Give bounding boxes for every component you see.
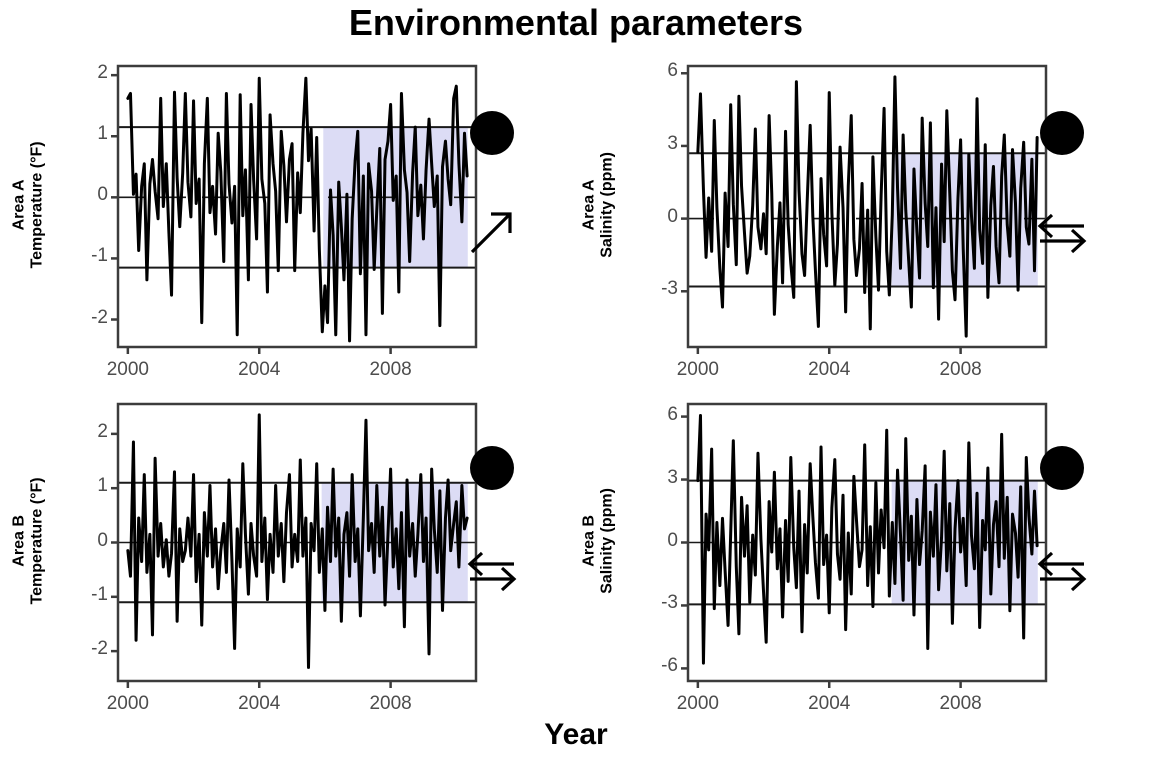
y-tick-label: 0 [97,529,108,551]
y-tick-label: 2 [97,420,108,442]
x-tick-label: 2008 [939,693,982,714]
left-right-double-arrow-icon [1034,542,1090,598]
y-tick-label: 0 [667,529,678,551]
series-line [126,413,469,669]
y-tick-label: 1 [97,123,108,145]
panel-frame [686,64,1048,349]
y-axis-label-line1: Area B [580,514,598,567]
filled-circle-marker-icon [470,446,514,490]
y-tick-label: -2 [91,638,108,660]
filled-circle-marker-icon [1040,446,1084,490]
series-line [126,76,469,343]
panel-frame [116,64,478,349]
y-tick-label: 6 [667,60,678,82]
x-tick-label: 2004 [238,359,281,380]
left-right-double-arrow-icon [464,542,520,598]
x-axis-title: Year [544,718,608,751]
x-tick-label: 2004 [808,359,851,380]
x-tick-label: 2008 [369,693,412,714]
left-right-double-arrow-icon [1034,204,1090,260]
x-tick-label: 2004 [238,693,281,714]
filled-circle-marker-icon [470,111,514,155]
filled-circle-marker-icon [1040,111,1084,155]
y-tick-label: -2 [91,306,108,328]
x-tick-label: 2000 [676,693,719,714]
x-tick-label: 2000 [106,693,149,714]
y-tick-label: 3 [667,132,678,154]
y-tick-label: 0 [97,184,108,206]
y-tick-label: -1 [91,245,108,267]
y-axis-label: Area B Salinity (ppm) [580,387,616,694]
y-tick-label: 6 [667,403,678,425]
y-axis-label-line2: Salinity (ppm) [598,487,615,594]
y-tick-label: -3 [661,278,678,300]
figure-title: Environmental parameters [348,2,804,43]
y-tick-label: 2 [97,62,108,84]
series-line [696,414,1039,665]
y-tick-label: 0 [667,205,678,227]
y-tick-label: -6 [661,655,678,677]
x-tick-label: 2000 [676,359,719,380]
diagonal-up-right-arrow-icon [464,204,520,260]
x-tick-label: 2008 [369,359,412,380]
y-tick-label: 1 [97,475,108,497]
x-tick-label: 2000 [106,359,149,380]
x-tick-label: 2008 [939,359,982,380]
y-tick-label: -1 [91,583,108,605]
y-tick-label: 3 [667,466,678,488]
series-line [696,75,1039,338]
x-tick-label: 2004 [808,693,851,714]
y-tick-label: -3 [661,592,678,614]
